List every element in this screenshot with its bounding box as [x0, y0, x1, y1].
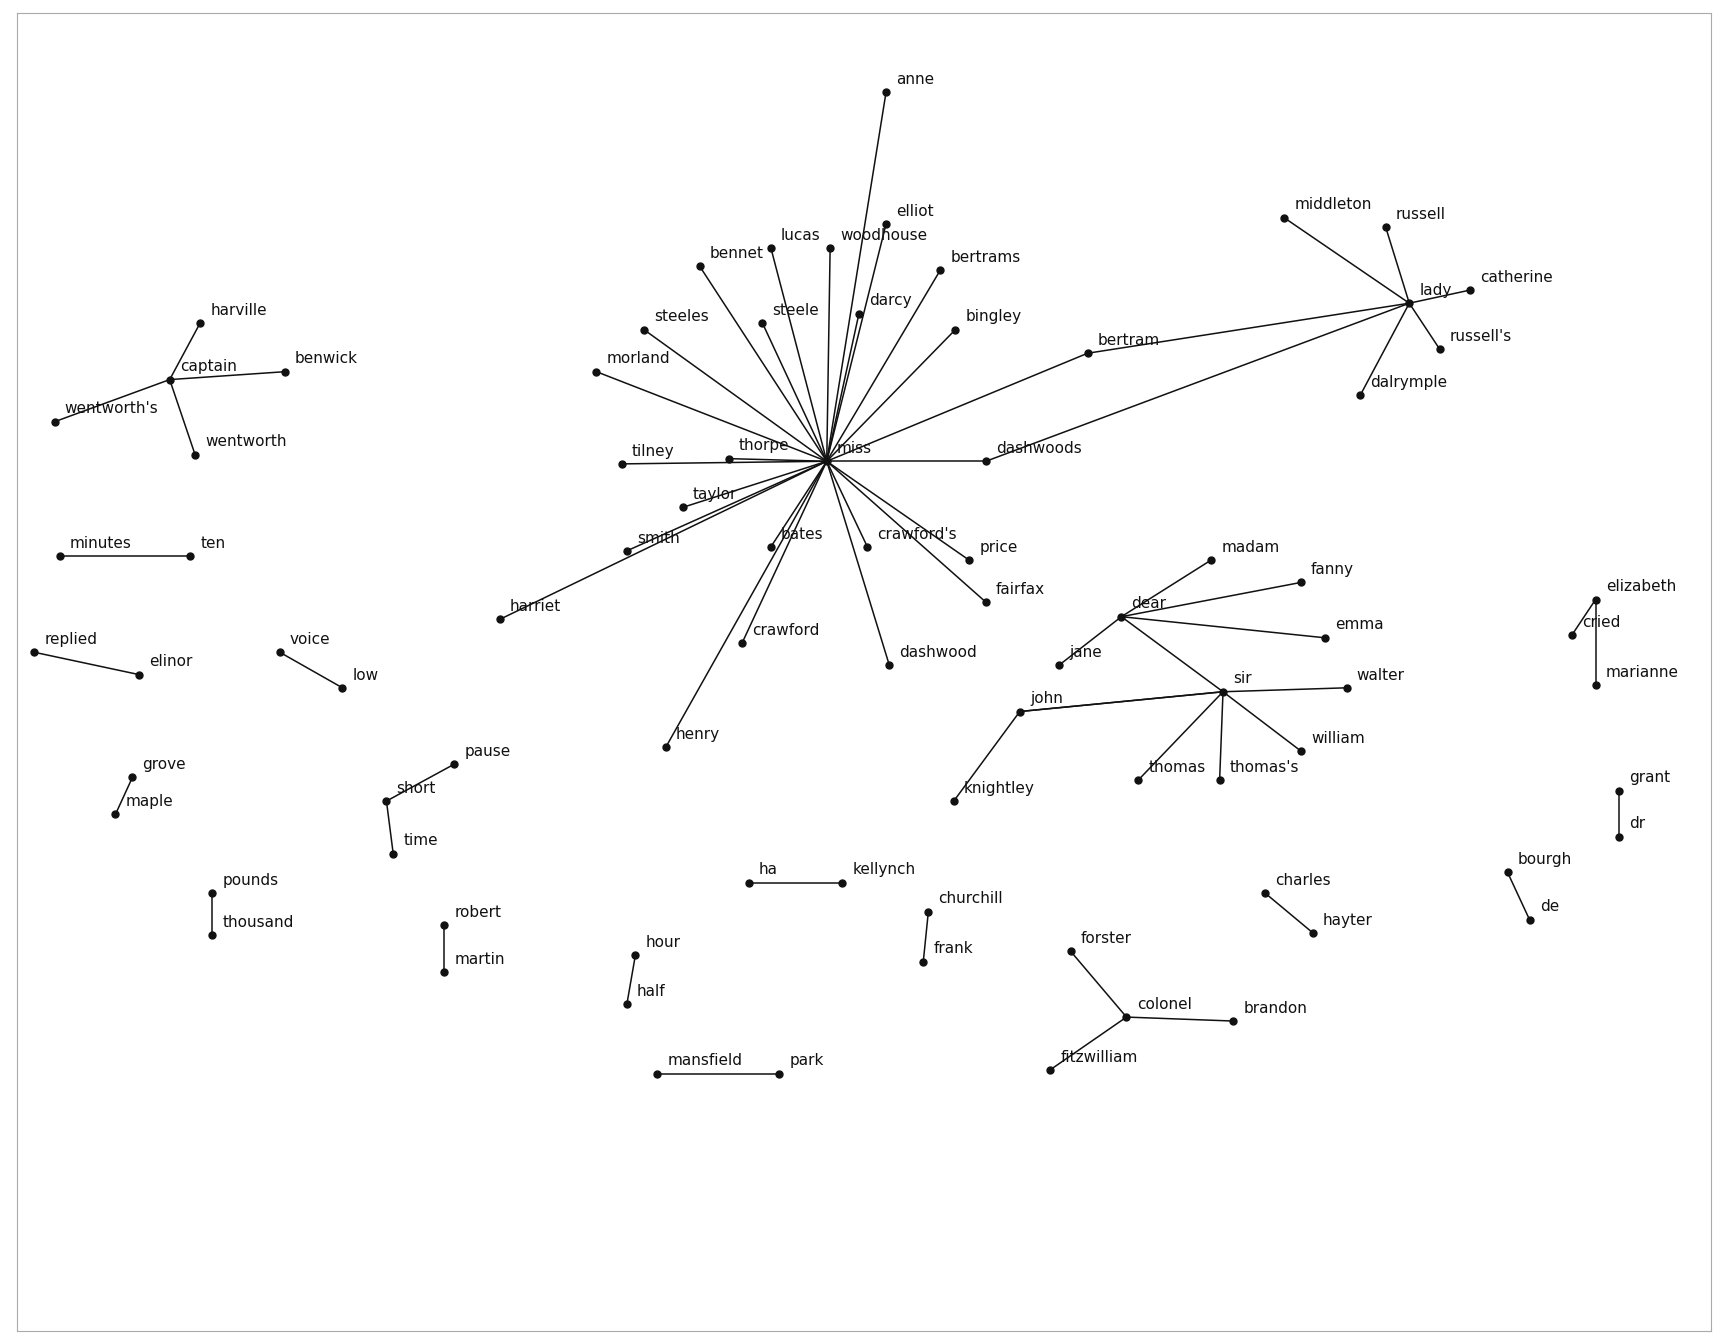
Text: pounds: pounds [223, 874, 278, 888]
Text: harville: harville [211, 302, 266, 317]
Text: brandon: brandon [1244, 1001, 1306, 1016]
Text: mansfield: mansfield [667, 1054, 743, 1068]
Text: knightley: knightley [964, 781, 1035, 796]
Text: fitzwilliam: fitzwilliam [1061, 1050, 1137, 1064]
Text: woodhouse: woodhouse [840, 227, 928, 243]
Text: harriet: harriet [510, 599, 562, 614]
Text: grant: grant [1630, 770, 1671, 785]
Text: park: park [790, 1054, 824, 1068]
Text: de: de [1540, 899, 1559, 914]
Text: dashwood: dashwood [900, 645, 978, 660]
Text: short: short [397, 781, 435, 796]
Text: robert: robert [454, 905, 501, 919]
Text: half: half [638, 984, 665, 999]
Text: maple: maple [126, 794, 173, 809]
Text: marianne: marianne [1605, 665, 1678, 680]
Text: bourgh: bourgh [1517, 852, 1572, 867]
Text: low: low [353, 668, 378, 683]
Text: crawford: crawford [752, 622, 819, 638]
Text: bennet: bennet [710, 246, 764, 261]
Text: bates: bates [781, 527, 824, 542]
Text: elizabeth: elizabeth [1605, 579, 1676, 594]
Text: henry: henry [676, 727, 721, 742]
Text: price: price [980, 540, 1018, 555]
Text: madam: madam [1222, 540, 1279, 555]
Text: fairfax: fairfax [995, 582, 1045, 597]
Text: captain: captain [180, 359, 237, 375]
Text: steele: steele [772, 302, 819, 317]
Text: catherine: catherine [1481, 270, 1553, 285]
Text: taylor: taylor [693, 487, 738, 503]
Text: fanny: fanny [1312, 562, 1355, 577]
Text: william: william [1312, 731, 1365, 746]
Text: benwick: benwick [295, 351, 358, 367]
Text: darcy: darcy [869, 293, 912, 309]
Text: minutes: minutes [69, 536, 131, 551]
Text: wentworth's: wentworth's [64, 402, 159, 417]
Text: jane: jane [1070, 645, 1102, 660]
Text: thorpe: thorpe [738, 438, 790, 453]
Text: forster: forster [1080, 931, 1132, 946]
Text: bertram: bertram [1097, 333, 1159, 348]
Text: lady: lady [1419, 284, 1452, 298]
Text: martin: martin [454, 952, 505, 968]
Text: charles: charles [1275, 874, 1331, 888]
Text: emma: emma [1334, 617, 1384, 633]
Text: crawford's: crawford's [878, 527, 957, 542]
Text: grove: grove [143, 757, 187, 771]
Text: hour: hour [646, 935, 681, 950]
Text: bingley: bingley [966, 309, 1021, 324]
Text: miss: miss [836, 441, 873, 456]
Text: thousand: thousand [223, 915, 294, 930]
Text: colonel: colonel [1137, 997, 1192, 1012]
Text: dear: dear [1132, 597, 1166, 612]
Text: anne: anne [897, 73, 935, 87]
Text: john: john [1030, 691, 1063, 706]
Text: dr: dr [1630, 816, 1645, 832]
Text: frank: frank [933, 942, 973, 957]
Text: sir: sir [1234, 672, 1251, 687]
Text: dashwoods: dashwoods [995, 441, 1082, 456]
Text: time: time [403, 833, 437, 848]
Text: elinor: elinor [149, 655, 194, 669]
Text: smith: smith [638, 531, 679, 546]
Text: hayter: hayter [1324, 913, 1372, 927]
Text: thomas's: thomas's [1230, 759, 1299, 774]
Text: wentworth: wentworth [206, 434, 287, 449]
Text: cried: cried [1583, 614, 1621, 630]
Text: ha: ha [759, 863, 778, 878]
Text: ten: ten [200, 536, 225, 551]
Text: walter: walter [1356, 668, 1405, 683]
Text: replied: replied [45, 632, 97, 646]
Text: elliot: elliot [897, 204, 933, 219]
Text: tilney: tilney [632, 444, 674, 458]
Text: russell's: russell's [1450, 329, 1512, 344]
Text: voice: voice [290, 632, 330, 646]
Text: kellynch: kellynch [852, 863, 916, 878]
Text: lucas: lucas [781, 227, 821, 243]
Text: russell: russell [1396, 207, 1446, 222]
Text: steeles: steeles [653, 309, 708, 324]
Text: middleton: middleton [1294, 198, 1372, 212]
Text: bertrams: bertrams [950, 250, 1021, 265]
Text: churchill: churchill [938, 891, 1004, 906]
Text: thomas: thomas [1149, 759, 1206, 774]
Text: pause: pause [465, 745, 510, 759]
Text: morland: morland [607, 351, 670, 367]
Text: dalrymple: dalrymple [1370, 375, 1448, 390]
